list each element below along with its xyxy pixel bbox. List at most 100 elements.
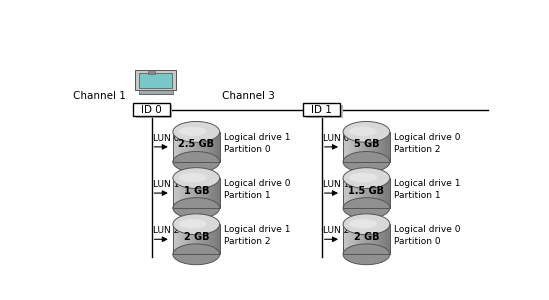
Polygon shape [219,178,220,208]
Ellipse shape [173,122,220,142]
Polygon shape [373,224,374,254]
Polygon shape [184,132,186,162]
Ellipse shape [179,173,207,182]
Polygon shape [182,224,183,254]
Polygon shape [204,178,206,208]
Polygon shape [346,178,348,208]
Polygon shape [370,132,371,162]
Polygon shape [352,224,354,254]
Polygon shape [388,178,389,208]
Polygon shape [377,224,378,254]
Polygon shape [201,224,202,254]
Polygon shape [350,178,351,208]
Polygon shape [369,178,370,208]
Polygon shape [355,224,356,254]
Polygon shape [357,224,358,254]
Polygon shape [179,132,180,162]
Ellipse shape [173,168,220,188]
Text: 2 GB: 2 GB [183,232,209,242]
Text: Channel 1: Channel 1 [73,91,126,101]
Polygon shape [217,224,219,254]
Polygon shape [206,224,207,254]
Polygon shape [382,178,383,208]
Ellipse shape [349,127,377,136]
Polygon shape [374,132,376,162]
Ellipse shape [343,244,390,265]
Polygon shape [180,224,181,254]
Polygon shape [386,132,388,162]
Ellipse shape [179,219,207,228]
Polygon shape [372,224,373,254]
Polygon shape [209,132,210,162]
Polygon shape [182,178,183,208]
Polygon shape [175,132,176,162]
Polygon shape [383,224,384,254]
Polygon shape [367,178,368,208]
Polygon shape [352,132,354,162]
Polygon shape [360,132,361,162]
Polygon shape [207,224,208,254]
Polygon shape [365,132,367,162]
Polygon shape [383,132,384,162]
Polygon shape [376,224,377,254]
Text: 1 GB: 1 GB [183,186,209,196]
Polygon shape [209,224,210,254]
Polygon shape [345,178,346,208]
Polygon shape [212,132,214,162]
Polygon shape [215,224,216,254]
Polygon shape [187,178,188,208]
Polygon shape [174,178,175,208]
Polygon shape [361,178,362,208]
Polygon shape [183,224,184,254]
Polygon shape [364,224,365,254]
Polygon shape [216,224,217,254]
Polygon shape [371,132,372,162]
Polygon shape [193,178,194,208]
Polygon shape [186,178,187,208]
FancyBboxPatch shape [304,103,340,116]
Polygon shape [373,178,374,208]
Polygon shape [191,224,192,254]
Polygon shape [386,178,388,208]
Polygon shape [363,224,364,254]
Polygon shape [389,132,390,162]
Ellipse shape [179,127,207,136]
Polygon shape [360,178,361,208]
Polygon shape [203,178,204,208]
Polygon shape [181,224,182,254]
Polygon shape [201,132,202,162]
Polygon shape [191,132,192,162]
Polygon shape [361,224,362,254]
Polygon shape [350,224,351,254]
Polygon shape [215,132,216,162]
Polygon shape [200,132,201,162]
Polygon shape [378,178,379,208]
Polygon shape [208,178,209,208]
Polygon shape [189,224,191,254]
Polygon shape [173,224,174,254]
Polygon shape [211,178,212,208]
Polygon shape [204,224,206,254]
Polygon shape [181,132,182,162]
Polygon shape [374,224,376,254]
Polygon shape [192,132,193,162]
Polygon shape [377,178,378,208]
Polygon shape [214,178,215,208]
Polygon shape [211,224,212,254]
Polygon shape [189,178,191,208]
Polygon shape [175,178,176,208]
Polygon shape [183,132,184,162]
Polygon shape [204,132,206,162]
Polygon shape [198,132,199,162]
Polygon shape [371,224,372,254]
Polygon shape [360,224,361,254]
Polygon shape [362,224,363,254]
Polygon shape [175,224,176,254]
FancyBboxPatch shape [136,105,172,118]
Polygon shape [364,132,365,162]
Polygon shape [382,132,383,162]
Polygon shape [379,224,380,254]
Polygon shape [350,132,351,162]
Polygon shape [349,224,350,254]
Text: Logical drive 1
Partition 0: Logical drive 1 Partition 0 [224,133,290,154]
